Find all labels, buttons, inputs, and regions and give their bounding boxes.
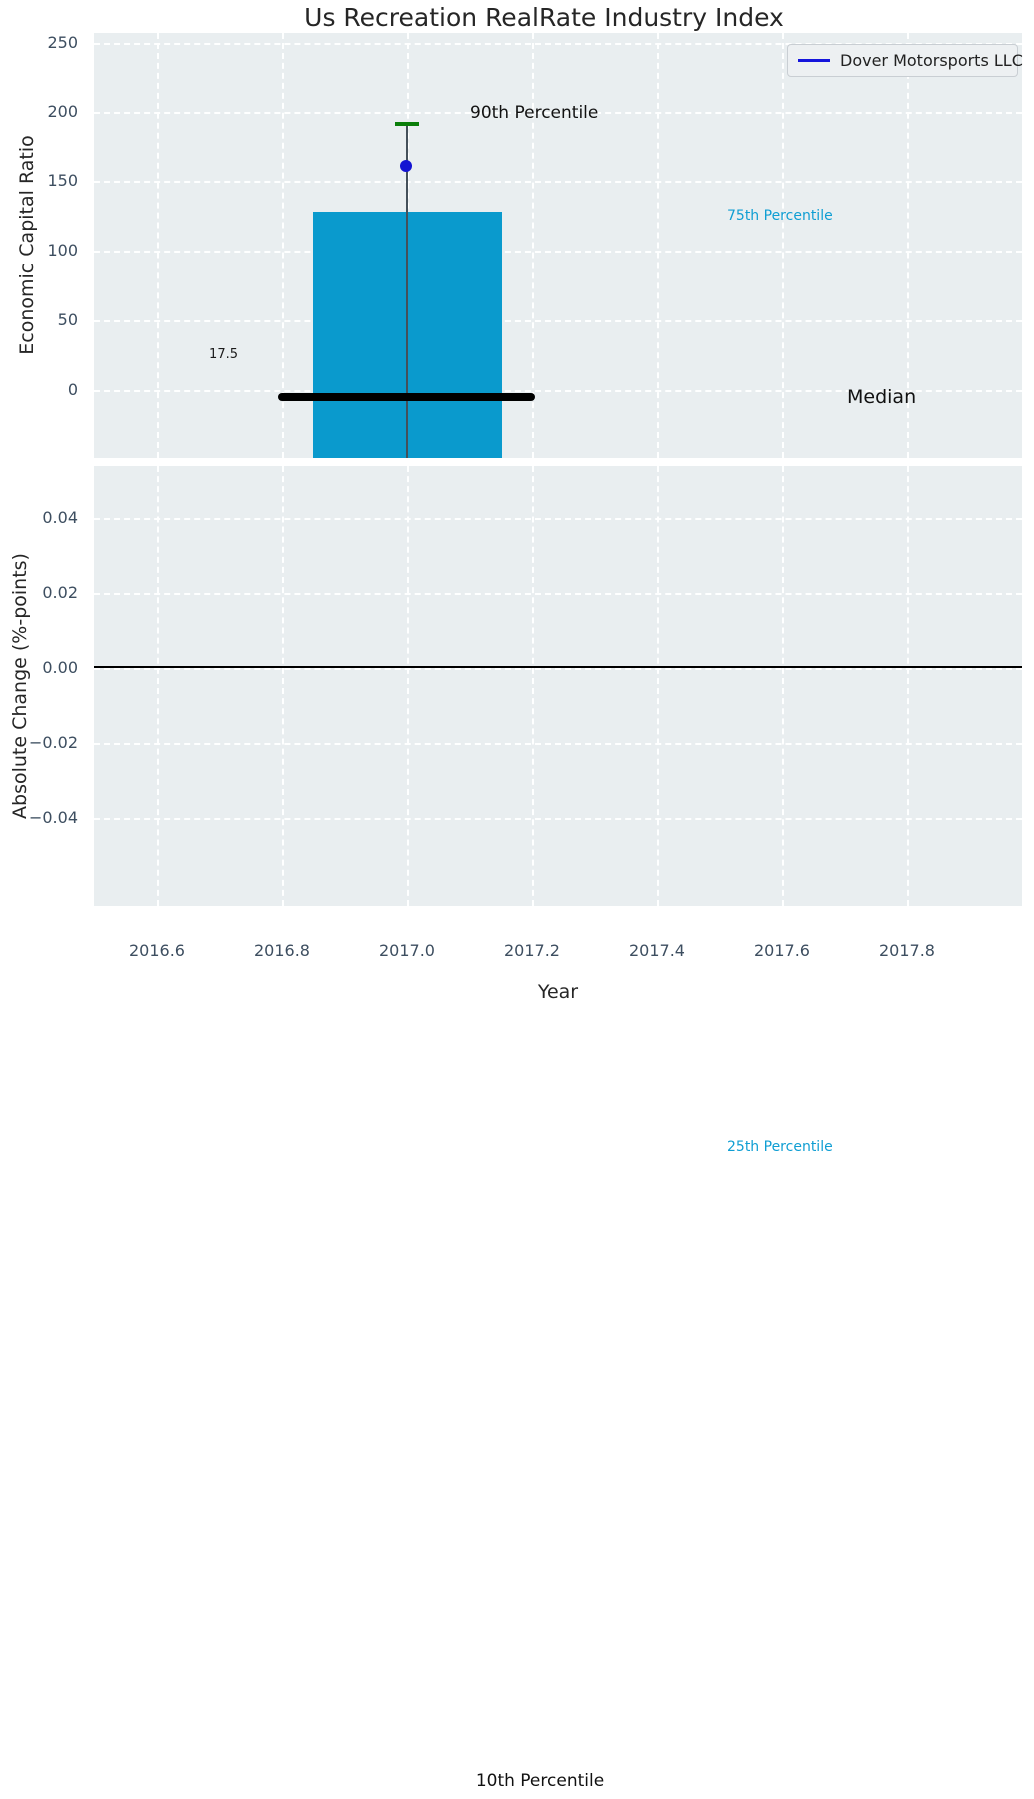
median-value-label: 17.5 bbox=[209, 347, 238, 362]
x-axis-label: Year bbox=[537, 981, 579, 1003]
whisker-line bbox=[406, 124, 408, 458]
gridline-horizontal bbox=[94, 668, 1022, 670]
gridline-vertical bbox=[532, 466, 534, 906]
gridline-vertical bbox=[282, 466, 284, 906]
y-tick-label: 0 bbox=[67, 380, 78, 399]
gridline-vertical bbox=[282, 33, 284, 458]
y-tick-label: 0.00 bbox=[42, 658, 78, 677]
y-tick-label: 250 bbox=[47, 33, 78, 52]
gridline-vertical bbox=[157, 33, 159, 458]
gridline-horizontal bbox=[94, 43, 1022, 45]
annotation-75th-percentile: 75th Percentile bbox=[727, 208, 833, 224]
gridline-vertical bbox=[532, 33, 534, 458]
gridline-horizontal bbox=[94, 390, 1022, 392]
gridline-horizontal bbox=[94, 743, 1022, 745]
zero-baseline bbox=[94, 666, 1022, 668]
company-data-point bbox=[400, 160, 412, 172]
legend-entry-label: Dover Motorsports LLC bbox=[840, 51, 1023, 70]
gridline-vertical bbox=[907, 466, 909, 906]
y-tick-label: 150 bbox=[47, 171, 78, 190]
gridline-vertical bbox=[657, 466, 659, 906]
whisker-cap-90th bbox=[395, 122, 419, 126]
y-tick-label: −0.02 bbox=[28, 733, 78, 752]
annotation-25th-percentile: 25th Percentile bbox=[727, 1139, 833, 1155]
legend-line-sample-icon bbox=[798, 59, 830, 62]
legend: Dover Motorsports LLC bbox=[787, 44, 1023, 77]
x-tick-label: 2016.8 bbox=[254, 941, 310, 960]
y-tick-label: 0.02 bbox=[42, 583, 78, 602]
gridline-horizontal bbox=[94, 181, 1022, 183]
x-tick-label: 2017.0 bbox=[379, 941, 435, 960]
annotation-median: Median bbox=[847, 386, 917, 408]
y-tick-label: 0.04 bbox=[42, 508, 78, 527]
x-tick-label: 2017.2 bbox=[504, 941, 560, 960]
gridline-horizontal bbox=[94, 818, 1022, 820]
median-line bbox=[278, 393, 535, 401]
bottom-panel-axes bbox=[94, 466, 1022, 906]
gridline-vertical bbox=[407, 466, 409, 906]
x-tick-label: 2016.6 bbox=[129, 941, 185, 960]
gridline-horizontal bbox=[94, 251, 1022, 253]
gridline-vertical bbox=[782, 466, 784, 906]
gridline-horizontal bbox=[94, 112, 1022, 114]
top-y-axis-label: Economic Capital Ratio bbox=[16, 135, 38, 355]
x-tick-label: 2017.6 bbox=[754, 941, 810, 960]
bottom-y-axis-label: Absolute Change (%-points) bbox=[9, 553, 31, 819]
top-panel-axes: 17.5 90th Percentile 75th Percentile Med… bbox=[94, 33, 1022, 458]
chart-title: Us Recreation RealRate Industry Index bbox=[304, 3, 784, 32]
gridline-vertical bbox=[907, 33, 909, 458]
gridline-horizontal bbox=[94, 593, 1022, 595]
x-tick-label: 2017.8 bbox=[879, 941, 935, 960]
gridline-horizontal bbox=[94, 320, 1022, 322]
annotation-10th-percentile: 10th Percentile bbox=[475, 1771, 605, 1791]
annotation-90th-percentile: 90th Percentile bbox=[470, 103, 599, 123]
y-tick-label: −0.04 bbox=[28, 808, 78, 827]
y-tick-label: 100 bbox=[47, 241, 78, 260]
gridline-horizontal bbox=[94, 518, 1022, 520]
y-tick-label: 50 bbox=[57, 310, 78, 329]
y-tick-label: 200 bbox=[47, 102, 78, 121]
gridline-vertical bbox=[782, 33, 784, 458]
x-tick-label: 2017.4 bbox=[629, 941, 685, 960]
gridline-vertical bbox=[657, 33, 659, 458]
gridline-vertical bbox=[157, 466, 159, 906]
